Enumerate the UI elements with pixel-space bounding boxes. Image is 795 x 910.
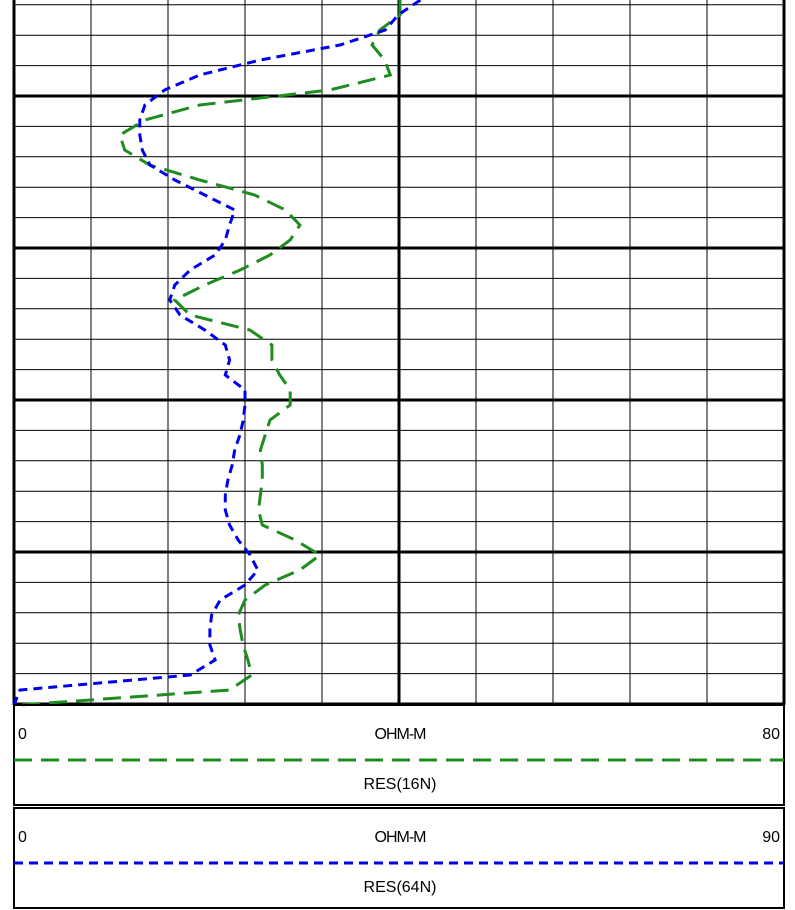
legend-label: RES(64N): [364, 879, 437, 896]
legend-label: RES(16N): [364, 776, 437, 793]
log-curve: [19, 0, 402, 707]
legend-box: [13, 704, 785, 806]
scale-label: 0: [18, 726, 27, 743]
scale-unit: OHM-M: [375, 726, 427, 743]
log-curve: [12, 0, 422, 706]
scale-unit: OHM-M: [375, 829, 427, 846]
scale-label: 90: [762, 829, 780, 846]
legend-box: [13, 807, 785, 909]
scale-label: 80: [762, 726, 780, 743]
scale-label: 0: [18, 829, 27, 846]
